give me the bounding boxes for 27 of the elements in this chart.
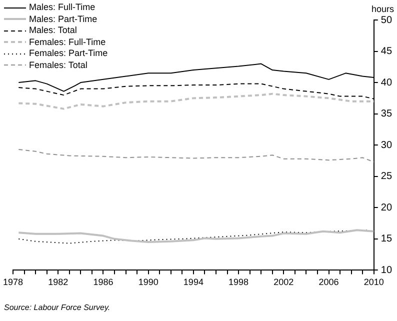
y-tick-label: 25 [380,171,392,182]
y-tick-label: 35 [380,108,392,120]
y-axis-title: hours [371,4,394,14]
source-note: Source: Labour Force Survey. [4,303,110,312]
line-series [18,148,374,162]
legend-label: Males: Full-Time [29,2,96,14]
x-tick-label: 1982 [48,277,68,288]
y-tick-label: 20 [380,202,392,214]
x-tick-label: 2010 [364,277,384,288]
legend-label: Females: Full-Time [29,36,106,48]
x-tick-label: 2006 [318,277,339,288]
x-tick-label: 1994 [183,277,204,288]
y-tick-label: 50 [380,14,392,26]
y-tick-label: 40 [380,77,392,88]
legend-label: Males: Part-Time [29,14,98,25]
x-tick-label: 2002 [274,277,294,288]
x-tick-label: 1998 [228,277,249,288]
legend-label: Males: Total [29,25,77,36]
x-tick-label: 1978 [2,277,24,288]
y-tick-label: 15 [380,234,392,245]
legend-label: Females: Part-Time [29,48,108,60]
y-tick-label: 30 [380,140,392,151]
x-tick-label: 1986 [93,277,114,288]
y-tick-label: 45 [380,46,392,58]
x-tick-label: 1990 [138,277,158,288]
legend-label: Females: Total [29,60,88,71]
y-tick-label: 10 [380,264,392,276]
